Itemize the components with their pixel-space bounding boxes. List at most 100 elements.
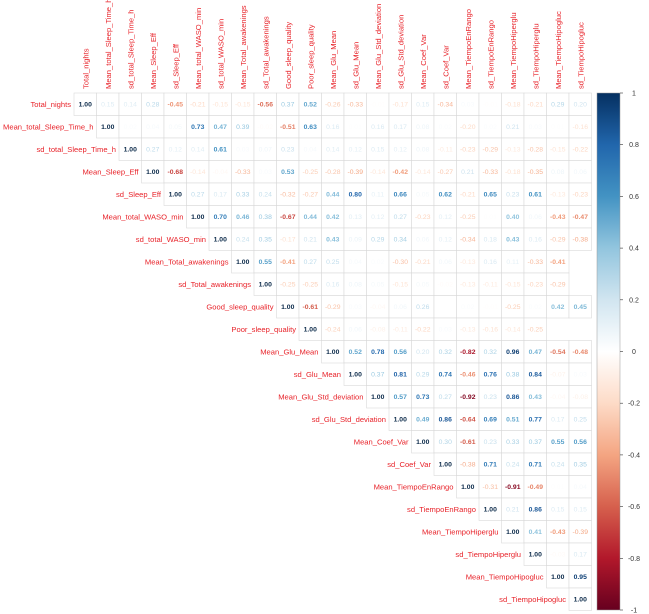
row-label: Mean_Total_awakenings <box>145 257 229 266</box>
row-label: sd_TiempoHiperglu <box>455 550 521 559</box>
cell-value: 0.01 <box>349 124 362 131</box>
column-label: sd_TiempoHipogluc <box>576 22 585 89</box>
cell-value: -0.14 <box>190 169 206 176</box>
cell-value: 0.96 <box>506 349 519 356</box>
cell-value: 0.20 <box>416 349 429 356</box>
cell-value: 0.30 <box>439 439 452 446</box>
cell-value: -0.34 <box>460 237 476 244</box>
cell-value: 0.05 <box>371 282 384 289</box>
cell-value: -0.27 <box>438 169 454 176</box>
cell-value: 0.12 <box>371 214 384 221</box>
cell-value: 0.39 <box>236 124 249 131</box>
cell-value: 0.15 <box>101 102 114 109</box>
cell-value: 0.53 <box>281 169 294 176</box>
cell-value: 1.00 <box>259 282 272 289</box>
cell-value: 0.29 <box>371 237 384 244</box>
cell-value: 0.63 <box>304 124 317 131</box>
cell-value: 0.06 <box>439 259 452 266</box>
cell-value: 0.24 <box>506 462 519 469</box>
cell-value: -0.23 <box>573 192 589 199</box>
cell-value: 1.00 <box>304 327 317 334</box>
column-label: Mean_TiempoHiperglu <box>509 12 518 89</box>
cell-value: -0.13 <box>460 259 476 266</box>
cell-value: -0.13 <box>460 282 476 289</box>
cell-value: 0.26 <box>416 304 429 311</box>
cell-value: 0.08 <box>416 147 429 154</box>
cell-value: -0.15 <box>235 102 251 109</box>
column-label: Mean_Glu_Std_deviation <box>374 4 383 89</box>
cell-value: 0.01 <box>551 124 564 131</box>
column-label: Mean_Total_awakenings <box>239 5 248 89</box>
colorbar-tick-label: -1 <box>631 608 637 614</box>
cell-value: -0.15 <box>393 282 409 289</box>
cell-value: -0.08 <box>370 327 386 334</box>
cell-value: 0.65 <box>484 192 497 199</box>
cell-value: 0.61 <box>529 192 542 199</box>
cell-value: -0.38 <box>460 462 476 469</box>
cell-value: 0.17 <box>551 417 564 424</box>
cell-value: 0.16 <box>529 237 542 244</box>
cell-value: 0.16 <box>326 282 339 289</box>
cell-value: -0.48 <box>573 349 589 356</box>
colorbar-tick-label: 0.6 <box>629 194 639 201</box>
cell-value: 0.66 <box>394 192 407 199</box>
cell-value: 1.00 <box>484 507 497 514</box>
cell-value: 0.28 <box>146 102 159 109</box>
column-label: Total_nights <box>81 48 90 89</box>
colorbar-tick-label: 1 <box>632 91 636 98</box>
cell-value: 0.42 <box>551 304 564 311</box>
row-label: Mean_total_Sleep_Time_h <box>3 122 93 131</box>
cell-value: 0.00 <box>439 304 452 311</box>
cell-value: 0.05 <box>169 124 182 131</box>
row-label: Mean_Sleep_Eff <box>82 167 139 176</box>
cell-value: -0.24 <box>325 327 341 334</box>
cell-value: 0.04 <box>304 147 317 154</box>
cell-value: 0.17 <box>394 124 407 131</box>
variable-labels: Total_nights Mean_total_Sleep_Time_h sd_to… <box>3 0 585 604</box>
cell-value: 0.21 <box>461 169 474 176</box>
column-label: sd_total_Sleep_Time_h <box>126 9 135 89</box>
cell-value: 0.76 <box>484 372 497 379</box>
cell-value: 0.40 <box>506 214 519 221</box>
row-label: Mean_TiempoEnRango <box>374 482 454 491</box>
cell-value: 0.16 <box>484 259 497 266</box>
row-label: sd_Glu_Mean <box>294 370 341 379</box>
row-label: Mean_total_WASO_min <box>102 212 183 221</box>
cell-value: -0.38 <box>573 237 589 244</box>
cell-value: 0.71 <box>484 462 497 469</box>
cell-value: -0.82 <box>460 349 476 356</box>
cell-value: -0.04 <box>370 304 386 311</box>
cell-value: -0.18 <box>505 169 521 176</box>
cell-value: 1.00 <box>416 439 429 446</box>
cell-value: 0.03 <box>236 147 249 154</box>
cell-value: 0.03 <box>574 372 587 379</box>
cell-value: -0.28 <box>325 169 341 176</box>
column-label: sd_TiempoHiperglu <box>531 23 540 89</box>
column-label: sd_Glu_Std_deviation <box>396 15 405 89</box>
cell-value: -0.35 <box>528 169 544 176</box>
cell-value: -0.21 <box>190 102 206 109</box>
column-label: sd_Coef_Var <box>441 45 450 89</box>
colorbar-tick-label: -0.2 <box>628 401 640 408</box>
cell-value: -0.61 <box>303 304 319 311</box>
cell-value: -0.14 <box>370 169 386 176</box>
row-label: sd_Sleep_Eff <box>116 190 162 199</box>
row-label: sd_TiempoHipogluc <box>499 595 566 604</box>
cell-value: 1.00 <box>394 417 407 424</box>
column-label: Mean_Sleep_Eff <box>149 32 158 89</box>
cell-value: 0.61 <box>214 147 227 154</box>
cell-value: -0.39 <box>348 169 364 176</box>
cell-value: 0.14 <box>124 102 137 109</box>
cell-value: -0.25 <box>303 282 319 289</box>
cell-value: 0.70 <box>214 214 227 221</box>
cell-value: 0.56 <box>574 439 587 446</box>
cell-value: -0.21 <box>460 192 476 199</box>
cell-value: 0.57 <box>394 394 407 401</box>
cell-value: 1.00 <box>574 597 587 604</box>
cell-value: -0.15 <box>550 147 566 154</box>
colorbar-gradient <box>596 92 621 611</box>
cell-value: 0.04 <box>574 484 587 491</box>
cell-value: -0.22 <box>573 147 589 154</box>
cell-value: -0.23 <box>415 214 431 221</box>
